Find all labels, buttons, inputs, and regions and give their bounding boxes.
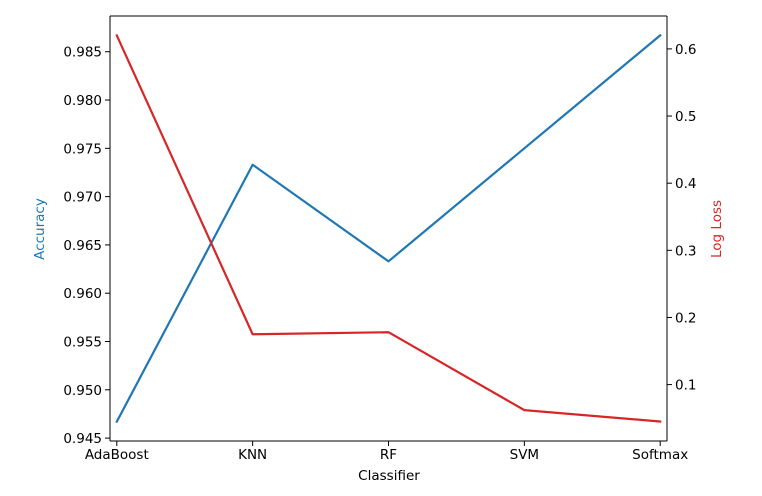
x-axis-title: Classifier [358,468,420,484]
left-y-tick-label: 0.960 [63,286,102,302]
right-y-tick-label: 0.6 [675,42,696,58]
x-tick-label: SVM [510,447,539,463]
right-y-tick-label: 0.1 [675,378,696,394]
left-y-tick-label: 0.950 [63,383,102,399]
right-y-axis-title: Log Loss [709,200,725,258]
right-y-tick-label: 0.4 [675,176,696,192]
left-y-tick-label: 0.955 [63,335,102,351]
left-y-tick-label: 0.970 [63,190,102,206]
axes-layer: AdaBoost KNN RF SVM Softmax 0.945 0.950 0.955 0.… [63,15,696,463]
x-tick-label: Softmax [632,447,688,463]
left-y-tick-label: 0.965 [63,238,102,254]
right-y-tick-label: 0.5 [675,109,696,125]
x-tick-label: RF [380,447,397,463]
right-y-tick-label: 0.2 [675,310,696,326]
left-y-tick-label: 0.975 [63,141,102,157]
accuracy-line [115,33,662,424]
right-y-tick-label: 0.3 [675,243,696,259]
log-loss-line [115,34,662,423]
series-layer [115,33,662,424]
x-tick-label: KNN [238,447,267,463]
left-y-tick-label: 0.985 [63,45,102,61]
left-y-tick-label: 0.945 [63,431,102,447]
x-tick-label: AdaBoost [85,447,149,463]
left-y-axis-title: Accuracy [32,198,48,260]
left-y-tick-label: 0.980 [63,93,102,109]
